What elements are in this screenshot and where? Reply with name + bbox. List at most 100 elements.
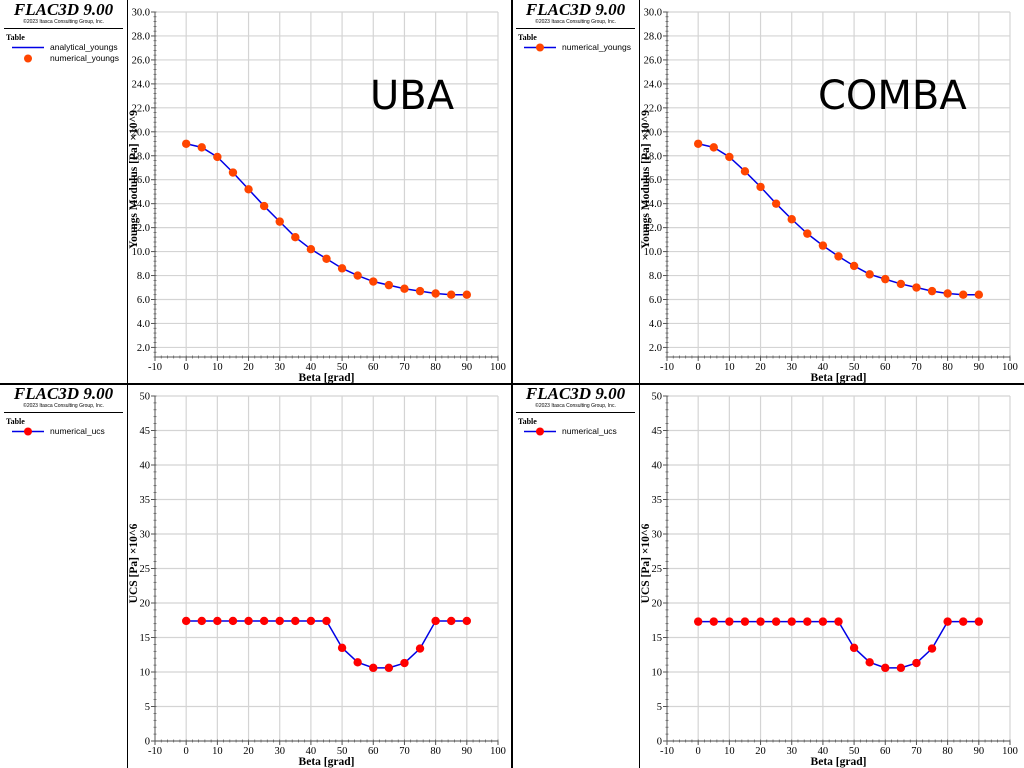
data-point: [896, 279, 906, 289]
y-tick-label: 24.0: [132, 79, 150, 90]
data-point: [849, 261, 859, 271]
x-tick-label: 30: [274, 362, 285, 373]
x-tick-label: 60: [880, 746, 891, 757]
data-point: [353, 271, 362, 280]
data-point: [462, 290, 472, 299]
y-tick-label: 28.0: [132, 31, 150, 42]
data-point: [740, 167, 750, 176]
legend-column: FLAC3D 9.00 ©2023 Itasca Consulting Grou…: [0, 0, 128, 384]
y-tick-label: 20.0: [132, 127, 150, 138]
x-tick-label: -10: [148, 746, 162, 757]
x-tick-label: 40: [818, 362, 829, 373]
legend-item-numerical-ucs[interactable]: numerical_ucs: [522, 426, 639, 437]
y-tick-label: 40: [140, 461, 151, 472]
x-tick-label: 50: [849, 746, 860, 757]
data-point: [771, 199, 781, 208]
brand-divider: [516, 412, 635, 413]
legend-label: numerical_ucs: [562, 426, 617, 436]
x-tick-label: 100: [490, 746, 506, 757]
y-tick-label: 22.0: [132, 103, 150, 114]
legend-item-numerical-ucs[interactable]: numerical_ucs: [10, 426, 127, 437]
data-point: [725, 152, 734, 162]
data-point: [213, 616, 222, 626]
data-point: [725, 617, 734, 626]
legend-column: FLAC3D 9.00 ©2023 Itasca Consulting Grou…: [0, 384, 128, 768]
legend-label: numerical_youngs: [562, 42, 631, 52]
y-tick-label: 30.0: [132, 8, 150, 19]
y-tick-label: 14.0: [132, 199, 150, 210]
data-point: [322, 254, 331, 263]
data-point: [400, 284, 409, 293]
data-point: [959, 290, 968, 299]
data-point: [787, 215, 796, 224]
data-point: [818, 617, 828, 626]
x-tick-label: 30: [786, 746, 797, 757]
x-tick-label: 70: [399, 746, 410, 757]
data-point: [181, 616, 191, 626]
panel-uba-youngs: FLAC3D 9.00 ©2023 Itasca Consulting Grou…: [0, 0, 512, 384]
data-point: [709, 617, 718, 626]
data-point: [369, 663, 378, 673]
data-point: [912, 283, 921, 292]
data-point: [291, 233, 300, 242]
legend-item-analytical-youngs[interactable]: analytical_youngs: [10, 42, 127, 53]
data-point: [322, 616, 331, 626]
y-tick-label: 18.0: [132, 151, 150, 162]
panel-divider-horizontal: [0, 383, 1024, 385]
brand-divider: [4, 28, 123, 29]
y-axis-label: UCS [Pa] ×10^6: [128, 523, 140, 603]
copyright-text: ©2023 Itasca Consulting Group, Inc.: [535, 403, 616, 409]
y-tick-label: 25: [652, 564, 663, 575]
series-numerical_youngs: [181, 139, 472, 299]
series-numerical_youngs: [693, 139, 984, 299]
panel-uba-ucs: FLAC3D 9.00 ©2023 Itasca Consulting Grou…: [0, 384, 512, 768]
x-tick-label: 80: [942, 746, 953, 757]
youngs-chart-uba: 2.0 4.0 6.0 8.0 10.0 12.0 14.0 16.0 18.0 20.0 22.0…: [128, 8, 506, 385]
data-point: [771, 617, 781, 626]
brand-title: FLAC3D 9.00: [13, 384, 114, 403]
x-tick-label: 20: [755, 362, 766, 373]
line-marker-swatch-icon: [12, 427, 44, 436]
data-point: [291, 616, 300, 626]
y-tick-label: 6.0: [137, 295, 150, 306]
marker-swatch-icon: [24, 54, 32, 63]
data-point: [275, 217, 284, 226]
data-point: [896, 663, 906, 673]
y-tick-label: 8.0: [649, 271, 662, 282]
y-tick-label: 28.0: [644, 31, 662, 42]
y-tick-label: 35: [140, 495, 151, 506]
data-point: [447, 290, 456, 299]
y-tick-label: 10.0: [644, 247, 662, 258]
y-tick-label: 10.0: [132, 247, 150, 258]
y-tick-label: 26.0: [644, 55, 662, 66]
series-analytical_youngs: [186, 143, 467, 296]
y-tick-label: 30.0: [644, 8, 662, 19]
y-tick-label: 22.0: [644, 103, 662, 114]
data-point: [974, 290, 984, 299]
y-tick-label: 30: [652, 530, 663, 541]
y-tick-label: 50: [140, 392, 151, 403]
data-point: [228, 616, 238, 626]
x-tick-label: 80: [430, 746, 441, 757]
y-tick-label: 0: [657, 737, 662, 748]
data-point: [849, 643, 859, 653]
data-point: [306, 616, 316, 626]
x-tick-label: 60: [368, 362, 379, 373]
x-tick-label: 80: [942, 362, 953, 373]
data-point: [974, 617, 984, 626]
data-point: [709, 143, 718, 152]
data-point: [756, 617, 765, 626]
data-point: [431, 616, 440, 626]
data-point: [787, 617, 796, 626]
x-tick-label: 50: [337, 362, 348, 373]
y-tick-label: 40: [652, 461, 663, 472]
legend-item-numerical-youngs[interactable]: numerical_youngs: [522, 42, 639, 53]
x-tick-label: 60: [880, 362, 891, 373]
y-tick-label: 50: [652, 392, 663, 403]
panel-comba-youngs: FLAC3D 9.00 ©2023 Itasca Consulting Grou…: [512, 0, 1024, 384]
y-tick-label: 0: [145, 737, 150, 748]
legend-title: Table: [518, 33, 537, 42]
legend-item-numerical-youngs[interactable]: numerical_youngs: [10, 53, 127, 64]
